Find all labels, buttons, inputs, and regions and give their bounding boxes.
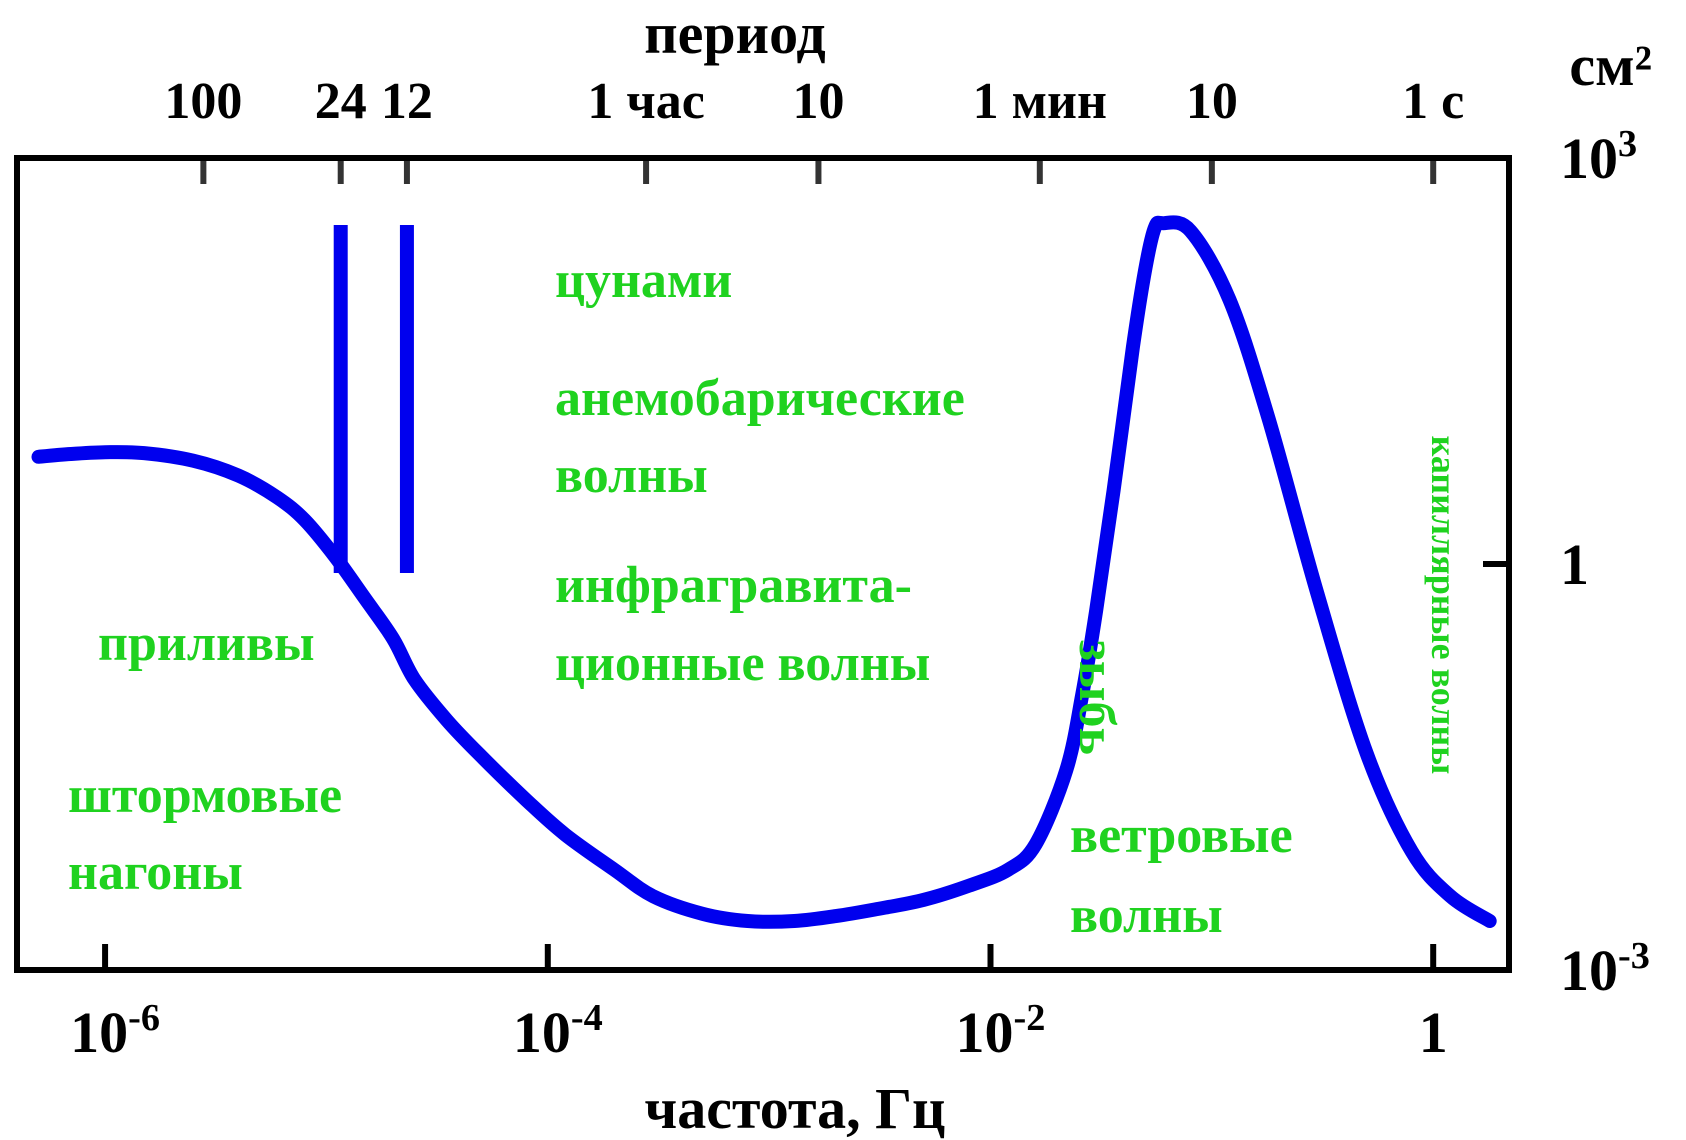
y-tick-label: 10-3 (1560, 935, 1650, 1003)
plot-frame (14, 155, 1512, 973)
y-tick-label: 1 (1560, 532, 1589, 597)
annotation-swell: зыбь (1068, 640, 1125, 755)
top-tick-label: 10 (1186, 73, 1238, 130)
y-unit-label: см² (1569, 33, 1652, 98)
y-tick-label: 103 (1560, 123, 1637, 191)
x-axis-title: частота, Гц (645, 1076, 946, 1140)
annotation-capillary: капиллярные волны (1424, 436, 1464, 775)
top-tick-label: 100 (164, 73, 242, 130)
x-tick-label: 10-2 (956, 997, 1046, 1065)
tidal-lines (333, 225, 414, 573)
annotation-tsunami: цунами (555, 252, 732, 309)
top-tick-label: 24 (315, 73, 367, 130)
annotation-wind-waves: ветровые волны (1070, 807, 1293, 944)
annotations: цунами анемобарические волны инфрагравита-ц… (68, 252, 1464, 944)
top-tick-label: 10 (792, 73, 844, 130)
annotation-storm-surges: штормовые нагоны (68, 767, 342, 901)
x-tick-label: 10-4 (513, 997, 603, 1065)
x-tick-label: 1 (1419, 1000, 1448, 1065)
annotation-tides: приливы (98, 615, 315, 672)
annotation-anemobaric: анемобарические волны (555, 370, 965, 504)
top-axis-ticks: 100 24 12 1 час 10 1 мин 10 1 с (164, 73, 1464, 184)
top-axis-title: период (644, 1, 826, 66)
bottom-axis-ticks: 10-6 10-4 10-2 1 (70, 944, 1448, 1065)
spectrum-curve (31, 215, 1497, 929)
top-tick-label: 1 час (587, 73, 704, 130)
top-tick-label: 12 (381, 73, 433, 130)
x-tick-label: 10-6 (70, 997, 160, 1065)
top-tick-label: 1 мин (973, 73, 1107, 130)
annotation-infragravity: инфрагравита-ционные волны (555, 557, 930, 692)
top-tick-label: 1 с (1402, 73, 1464, 130)
series-group (31, 215, 1497, 929)
